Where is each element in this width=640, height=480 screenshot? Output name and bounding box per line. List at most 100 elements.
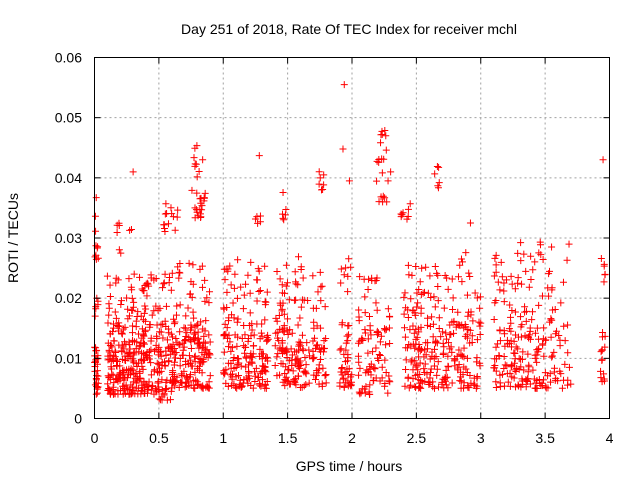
data-point	[282, 348, 290, 356]
data-point	[297, 339, 305, 347]
data-point	[253, 276, 261, 284]
data-point	[251, 372, 259, 380]
data-point	[384, 389, 392, 397]
data-point	[356, 273, 364, 281]
data-point	[187, 338, 195, 346]
data-point	[463, 330, 471, 338]
data-point	[381, 326, 389, 334]
data-point	[552, 330, 560, 338]
data-point	[167, 286, 175, 294]
data-point	[229, 356, 237, 364]
data-point	[92, 305, 100, 313]
data-point	[381, 126, 389, 134]
data-point	[527, 252, 535, 260]
data-point	[433, 269, 441, 277]
data-point	[155, 360, 163, 368]
data-point	[416, 379, 424, 387]
x-tick-label: 2	[348, 430, 356, 446]
data-point	[555, 331, 563, 339]
data-point	[314, 341, 322, 349]
data-point	[560, 376, 568, 384]
data-point	[404, 313, 412, 321]
data-point	[455, 346, 463, 354]
data-point	[271, 361, 279, 369]
data-point	[317, 355, 325, 363]
data-point	[563, 256, 571, 264]
data-point	[361, 326, 369, 334]
data-point	[161, 362, 169, 370]
data-point	[250, 368, 258, 376]
data-point	[338, 363, 346, 371]
data-point	[302, 370, 310, 378]
data-point	[376, 338, 384, 346]
data-point	[522, 317, 530, 325]
data-point	[178, 351, 186, 359]
data-point	[182, 337, 190, 345]
data-point	[133, 338, 141, 346]
data-point	[322, 379, 330, 387]
data-point	[126, 371, 134, 379]
data-point	[299, 345, 307, 353]
data-point	[303, 339, 311, 347]
data-point	[190, 330, 198, 338]
data-point	[130, 270, 138, 278]
data-point	[354, 352, 362, 360]
data-point	[166, 273, 174, 281]
data-point	[397, 213, 405, 221]
data-point	[193, 381, 201, 389]
data-point	[203, 294, 211, 302]
data-point	[198, 262, 206, 270]
data-point	[343, 332, 351, 340]
x-tick-label: 1	[219, 430, 227, 446]
data-point	[201, 189, 209, 197]
data-point	[550, 364, 558, 372]
data-point	[194, 328, 202, 336]
data-point	[560, 322, 568, 330]
data-point	[410, 357, 418, 365]
data-point	[426, 272, 434, 280]
data-point	[551, 376, 559, 384]
data-point	[418, 264, 426, 272]
data-point	[112, 314, 120, 322]
data-point	[321, 303, 329, 311]
data-point	[230, 353, 238, 361]
data-point	[498, 370, 506, 378]
data-point	[548, 352, 556, 360]
data-point	[403, 344, 411, 352]
data-point	[172, 335, 180, 343]
data-point	[385, 324, 393, 332]
data-point	[193, 322, 201, 330]
data-point	[600, 278, 608, 286]
data-point	[538, 292, 546, 300]
data-point	[547, 333, 555, 341]
data-point	[167, 204, 175, 212]
data-point	[435, 163, 443, 171]
data-point	[246, 289, 254, 297]
data-point	[382, 146, 390, 154]
data-point	[374, 354, 382, 362]
data-point	[157, 328, 165, 336]
data-point	[539, 340, 547, 348]
data-point	[306, 352, 314, 360]
data-point	[567, 380, 575, 388]
data-point	[404, 306, 412, 314]
data-point	[473, 372, 481, 380]
data-point	[109, 383, 117, 391]
data-point	[340, 81, 348, 89]
data-point	[457, 368, 465, 376]
data-point	[522, 267, 530, 275]
data-point	[468, 332, 476, 340]
data-point	[344, 288, 352, 296]
data-point	[174, 263, 182, 271]
data-point	[405, 271, 413, 279]
data-point	[442, 335, 450, 343]
data-point	[507, 327, 515, 335]
data-point	[206, 372, 214, 380]
data-point	[173, 302, 181, 310]
data-point	[426, 355, 434, 363]
data-point	[339, 374, 347, 382]
data-point	[442, 329, 450, 337]
data-point	[168, 269, 176, 277]
data-point	[322, 371, 330, 379]
data-point	[310, 318, 318, 326]
